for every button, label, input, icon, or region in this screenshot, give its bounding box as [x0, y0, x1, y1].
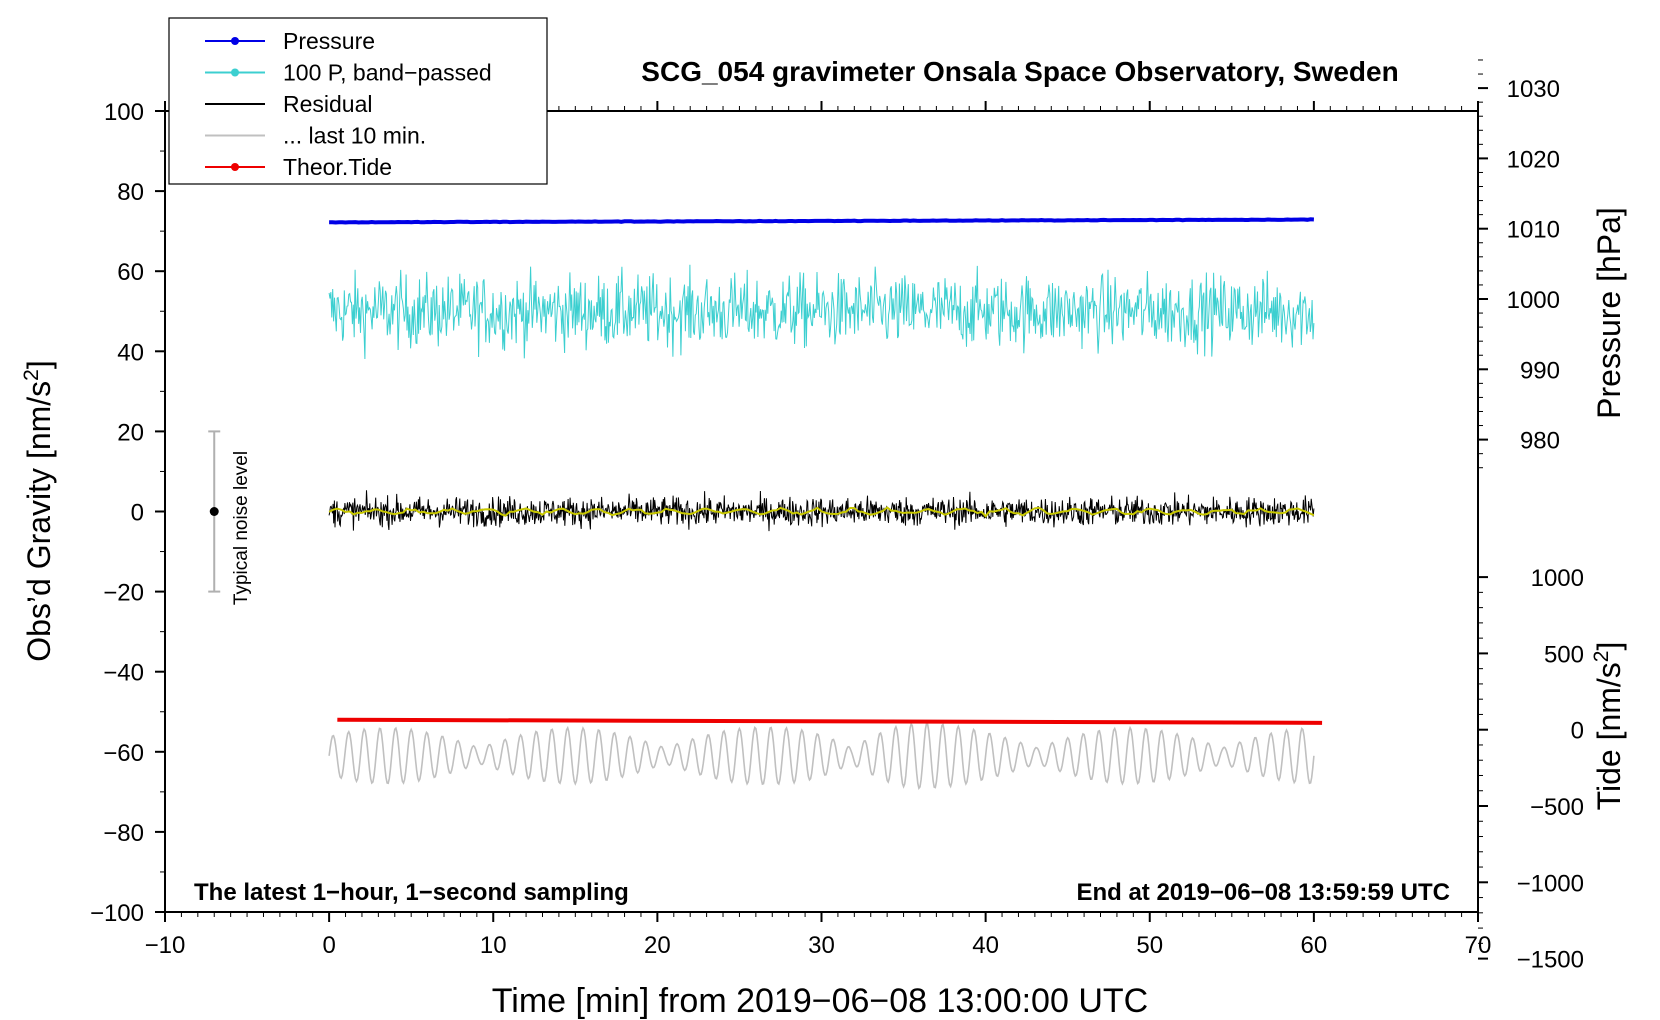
y-tick-label: 60	[117, 259, 144, 286]
annotation-end-time: End at 2019−06−08 13:59:59 UTC	[1076, 879, 1450, 906]
y-tick-label: −100	[90, 900, 144, 927]
tide-tick-label: 500	[1544, 641, 1584, 668]
pressure-tick-label: 1020	[1507, 146, 1560, 173]
y-tick-label: −80	[103, 820, 144, 847]
x-tick-label: 40	[972, 932, 999, 959]
residual-smoothed-line	[328, 506, 1315, 518]
theoretical-tide-line	[337, 717, 1323, 725]
chart-title: SCG_054 gravimeter Onsala Space Observat…	[641, 56, 1398, 87]
legend-label: Theor.Tide	[283, 154, 392, 180]
pressure-tick-label: 1000	[1507, 287, 1560, 314]
pressure-tick-label: 980	[1520, 428, 1560, 455]
legend-marker	[231, 37, 239, 45]
legend-entries: Pressure 100 P, band−passed Residual ... la…	[205, 28, 492, 180]
x-tick-label: 20	[644, 932, 671, 959]
last-10-min-line	[328, 721, 1315, 790]
pressure-line	[329, 217, 1315, 225]
y-tick-label: 0	[131, 500, 144, 527]
y-tick-label: 20	[117, 419, 144, 446]
y-tick-label: 80	[117, 179, 144, 206]
y-axis-label-left-main: Obs’d Gravity [nm/s	[21, 381, 57, 662]
y-tick-label: −20	[103, 580, 144, 607]
tide-tick-label: −1000	[1517, 870, 1584, 897]
y-axis-label-pressure: Pressure [hPa]	[1591, 207, 1627, 419]
pressure-tick-label: 1030	[1507, 76, 1560, 103]
series-layer	[328, 217, 1323, 790]
x-tick-label: −10	[145, 932, 186, 959]
y-tick-label: 100	[104, 99, 144, 126]
y-tick-label: 40	[117, 339, 144, 366]
pressure-tick-label: 1010	[1507, 217, 1560, 244]
y-axis-label-tide-sup: 2	[1590, 651, 1613, 663]
y-axis-label-tide: Tide [nm/s2]	[1590, 642, 1627, 811]
y-tick-label: −60	[103, 740, 144, 767]
x-tick-label: 60	[1301, 932, 1328, 959]
legend-box	[168, 17, 548, 185]
legend: Pressure 100 P, band−passed Residual ... la…	[168, 17, 548, 185]
x-tick-label: 50	[1136, 932, 1163, 959]
tide-tick-label: −1500	[1517, 947, 1584, 974]
y-axis-label-left: Obs’d Gravity [nm/s2]	[20, 360, 57, 662]
y-axis-label-left-sup: 2	[20, 369, 43, 381]
noise-level-indicator: Typical noise level	[208, 430, 252, 605]
y-axis-label-tide-main: Tide [nm/s	[1591, 662, 1627, 810]
annotation-sampling: The latest 1−hour, 1−second sampling	[194, 879, 629, 906]
x-tick-label: 10	[480, 932, 507, 959]
legend-marker	[231, 68, 239, 77]
x-axis-label: Time [min] from 2019−06−08 13:00:00 UTC	[492, 982, 1148, 1020]
noise-level-label: Typical noise level	[231, 451, 252, 605]
y-axis-label-tide-end: ]	[1591, 642, 1627, 651]
x-tick-label: 70	[1465, 932, 1492, 959]
legend-label: Residual	[283, 91, 373, 117]
tide-tick-label: −500	[1530, 794, 1584, 821]
y-axis-label-left-end: ]	[21, 360, 57, 369]
y-tick-label: −40	[103, 660, 144, 687]
axes-layer: −10 0 10 20 30 40 50 60 70−100−80−60−40−20020406…	[90, 59, 1584, 974]
tide-tick-label: 0	[1571, 718, 1584, 745]
legend-label: Pressure	[283, 28, 375, 54]
x-tick-label: 30	[808, 932, 835, 959]
residual-line	[328, 490, 1315, 532]
legend-label: 100 P, band−passed	[283, 60, 492, 86]
bandpassed-pressure-line	[328, 264, 1315, 360]
noise-bar-center	[209, 507, 219, 516]
legend-marker	[231, 163, 239, 171]
legend-label: ... last 10 min.	[283, 123, 426, 149]
tide-tick-label: 1000	[1531, 565, 1584, 592]
pressure-tick-label: 990	[1520, 357, 1560, 384]
x-tick-label: 0	[322, 932, 335, 959]
